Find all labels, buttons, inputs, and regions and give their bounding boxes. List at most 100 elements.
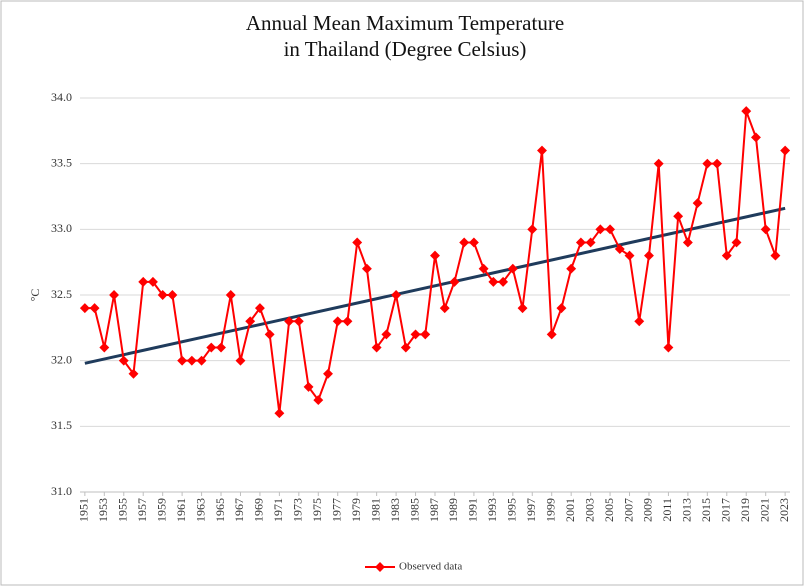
data-marker: [410, 329, 421, 340]
data-marker: [780, 145, 791, 156]
data-marker: [527, 224, 538, 235]
data-marker: [371, 342, 382, 353]
data-marker: [332, 316, 343, 327]
data-marker: [352, 237, 363, 248]
x-tick-label: 1963: [193, 498, 207, 522]
data-marker: [449, 276, 460, 287]
data-marker: [566, 263, 577, 274]
data-marker: [186, 355, 197, 366]
legend-swatch: [375, 562, 385, 572]
x-tick-label: 1973: [291, 498, 305, 522]
x-tick-label: 2003: [582, 498, 596, 522]
data-marker: [157, 290, 168, 300]
data-marker: [488, 276, 499, 287]
x-tick-label: 1969: [252, 498, 266, 522]
data-marker: [605, 224, 616, 235]
data-marker: [702, 158, 713, 169]
data-marker: [430, 250, 440, 261]
data-marker: [468, 237, 479, 248]
trend-line: [84, 206, 786, 365]
data-marker: [478, 263, 489, 274]
data-marker: [391, 290, 402, 300]
data-marker: [167, 290, 178, 300]
x-tick-label: 1991: [466, 498, 480, 522]
x-tick-label: 1975: [310, 498, 324, 522]
data-marker: [595, 224, 606, 235]
data-marker: [420, 329, 431, 340]
data-marker: [546, 329, 557, 340]
y-tick-label: 31.5: [51, 418, 72, 432]
x-tick-label: 2021: [757, 498, 771, 522]
y-tick-label: 32.5: [51, 287, 72, 301]
x-tick-label: 1961: [174, 498, 188, 522]
data-marker: [770, 250, 781, 261]
data-marker: [556, 303, 567, 314]
data-marker: [274, 408, 285, 419]
chart-title: in Thailand (Degree Celsius): [284, 37, 527, 61]
x-tick-label: 2019: [738, 498, 752, 522]
x-tick-label: 1981: [368, 498, 382, 522]
chart-title: Annual Mean Maximum Temperature: [246, 11, 564, 35]
data-marker: [381, 329, 392, 340]
data-marker: [673, 211, 684, 222]
x-tick-label: 2011: [660, 498, 674, 522]
data-marker: [128, 368, 139, 379]
data-marker: [361, 263, 372, 274]
data-marker: [760, 224, 771, 235]
data-marker: [342, 316, 353, 327]
data-marker: [216, 342, 226, 353]
data-marker: [459, 237, 470, 248]
data-marker: [323, 368, 333, 379]
legend-label: Observed data: [399, 561, 462, 573]
x-tick-label: 2001: [563, 498, 577, 522]
data-marker: [692, 198, 703, 209]
x-tick-label: 1983: [388, 498, 402, 522]
x-tick-label: 2013: [680, 498, 694, 522]
data-marker: [741, 106, 752, 117]
y-tick-label: 33.5: [51, 155, 72, 169]
x-tick-label: 1979: [349, 498, 363, 522]
data-marker: [177, 355, 188, 366]
data-marker: [624, 250, 635, 261]
data-marker: [721, 250, 732, 261]
data-marker: [634, 316, 645, 327]
x-tick-label: 2009: [641, 498, 655, 522]
data-marker: [313, 395, 324, 406]
x-tick-label: 1987: [427, 498, 441, 522]
data-marker: [293, 316, 304, 327]
data-marker: [585, 237, 596, 248]
data-marker: [644, 250, 654, 261]
data-marker: [614, 244, 625, 254]
x-tick-label: 2015: [699, 498, 713, 522]
x-tick-label: 1977: [329, 498, 343, 522]
data-marker: [712, 158, 723, 169]
x-tick-label: 1997: [524, 498, 538, 522]
data-marker: [653, 158, 664, 169]
data-marker: [147, 276, 158, 287]
x-tick-label: 1999: [543, 498, 557, 522]
data-marker: [284, 316, 295, 327]
x-tick-label: 1995: [505, 498, 519, 522]
data-marker: [245, 316, 256, 327]
x-tick-label: 1953: [96, 498, 110, 522]
x-tick-label: 2023: [777, 498, 791, 522]
x-tick-label: 1955: [116, 498, 130, 522]
x-tick-label: 2007: [621, 498, 635, 522]
data-marker: [196, 355, 207, 366]
data-marker: [682, 237, 693, 248]
data-marker: [731, 237, 742, 248]
data-marker: [439, 303, 450, 314]
x-tick-label: 1957: [135, 498, 149, 522]
data-marker: [507, 263, 518, 274]
x-tick-label: 1951: [77, 498, 91, 522]
data-marker: [206, 342, 217, 353]
x-tick-label: 1959: [154, 498, 168, 522]
data-marker: [517, 303, 528, 314]
y-tick-label: 31.0: [51, 484, 72, 498]
y-tick-label: 34.0: [51, 90, 72, 104]
data-marker: [575, 237, 586, 248]
data-marker: [537, 145, 547, 156]
data-marker: [751, 132, 761, 143]
y-tick-label: 32.0: [51, 352, 72, 366]
